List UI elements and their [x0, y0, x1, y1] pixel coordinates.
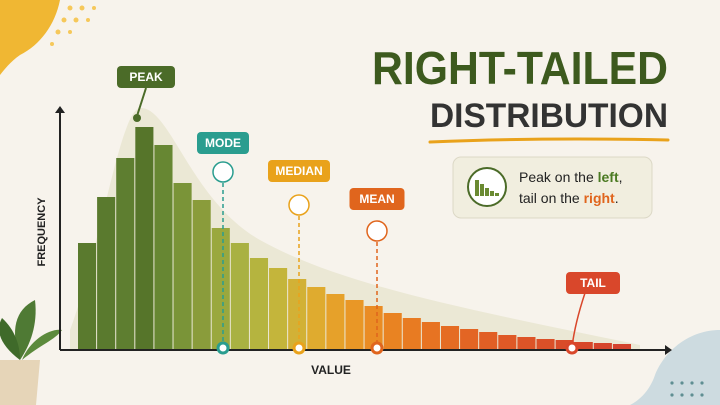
- bar: [440, 326, 460, 350]
- bar: [192, 200, 211, 350]
- bar: [498, 335, 517, 350]
- bar: [517, 337, 536, 350]
- bar: [230, 243, 249, 350]
- callout-text: .: [615, 190, 619, 206]
- callout-highlight: left: [598, 169, 619, 185]
- callout-line: tail on the right.: [519, 190, 619, 206]
- bar: [78, 243, 97, 350]
- callout-text: ,: [619, 169, 623, 185]
- label-badge: [268, 160, 330, 182]
- bar: [307, 287, 326, 350]
- annotation: MODE: [197, 132, 249, 355]
- bar: [211, 228, 230, 350]
- axis-marker: [370, 341, 384, 355]
- bar: [555, 340, 574, 350]
- axis-marker: [216, 341, 230, 355]
- y-axis-arrow: [55, 106, 65, 113]
- axis-marker: [292, 341, 306, 355]
- annotation-label: TAIL: [580, 276, 606, 290]
- callout-highlight: right: [584, 190, 615, 206]
- x-axis-label: VALUE: [311, 363, 351, 377]
- annotation: TAIL: [565, 272, 620, 355]
- bar: [574, 342, 593, 350]
- bar: [116, 158, 135, 350]
- plant: [0, 300, 62, 405]
- underline: [428, 137, 670, 144]
- corner-blob: [630, 330, 720, 405]
- bar: [421, 322, 440, 350]
- axis-marker: [565, 341, 579, 355]
- bar: [249, 258, 269, 350]
- label-badge: [197, 132, 249, 154]
- bar: [135, 127, 154, 350]
- marker-icon: [288, 194, 310, 216]
- marker-icon: [366, 220, 388, 242]
- y-axis-label: FREQUENCY: [36, 197, 48, 267]
- annotation-label: MEDIAN: [275, 164, 322, 178]
- dot-pattern: [50, 5, 96, 46]
- bar: [269, 268, 288, 350]
- bar: [97, 197, 116, 350]
- annotation-label: MEAN: [359, 192, 394, 206]
- x-axis-arrow: [665, 345, 672, 355]
- bar: [364, 306, 383, 350]
- bar: [612, 344, 631, 350]
- bar: [173, 183, 192, 350]
- callout-line: Peak on the left,: [519, 169, 623, 185]
- dot-pattern: [670, 381, 704, 397]
- annotation-label: MODE: [205, 136, 241, 150]
- callout-box: [452, 156, 653, 219]
- bar: [288, 279, 307, 350]
- bar: [479, 332, 498, 350]
- corner-blob: [0, 0, 60, 75]
- bar: [402, 318, 421, 350]
- annotation: MEDIAN: [268, 160, 330, 355]
- callout-text: tail on the: [519, 190, 584, 206]
- bar: [345, 300, 364, 350]
- bar: [460, 329, 479, 350]
- callout-icon: [467, 167, 507, 207]
- pin-dot: [133, 114, 141, 122]
- callout-text: Peak on the: [519, 169, 598, 185]
- bar: [154, 145, 173, 350]
- callout-icon-bars: [475, 180, 499, 196]
- label-badge: [566, 272, 620, 294]
- bar: [593, 343, 612, 350]
- marker-icon: [212, 161, 234, 183]
- bar: [326, 294, 345, 350]
- bar: [383, 313, 402, 350]
- annotation-label: PEAK: [129, 70, 163, 84]
- bar: [536, 339, 555, 350]
- label-badge: [117, 66, 175, 88]
- annotation: MEAN: [349, 188, 405, 355]
- title: RIGHT-TAILED: [372, 42, 668, 94]
- pin: [136, 87, 147, 117]
- subtitle: DISTRIBUTION: [430, 97, 668, 135]
- annotation: PEAK: [117, 66, 175, 122]
- label-badge: [349, 188, 405, 210]
